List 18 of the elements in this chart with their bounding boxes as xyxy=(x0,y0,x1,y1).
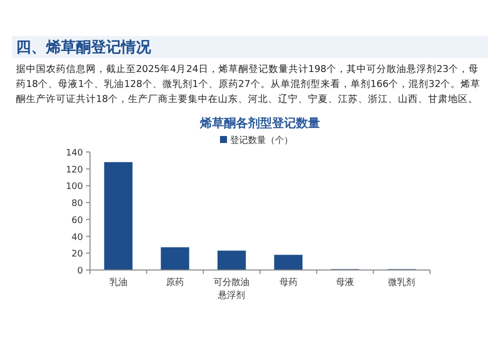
y-tick-label: 60 xyxy=(72,216,84,226)
y-tick-label: 20 xyxy=(72,250,84,260)
annotation: 据中国农药信息网，截止至2025年4月24日，烯草酮登记数量共计198个，其中可分散油悬浮剂23个，母药18个、母液1个、乳油128个、微乳剂1个、原药27个。从单混剂型来看，单剂166个，混剂32个。烯草酮生产许可证共计18个，生产厂商主要集中在山东、河北、辽宁、宁夏、江苏、浙江、山西、甘肃地区。 xyxy=(16,63,482,107)
x-tick-label: 母药 xyxy=(279,277,298,288)
x-tick-label: 原药 xyxy=(166,277,184,288)
legend-label: 登记数量（个） xyxy=(230,135,293,146)
x-tick-label: 乳油 xyxy=(109,277,128,288)
subtitle: 四、烯草酮登记情况 xyxy=(12,36,488,58)
y-tick-label: 80 xyxy=(72,199,84,210)
x-tick-label: 微乳剂 xyxy=(388,277,416,288)
x-tick-label: 母液 xyxy=(336,277,354,288)
title: 烯草酮各剂型登记数量 xyxy=(200,116,320,130)
y-tick-label: 40 xyxy=(72,232,84,243)
y-tick-label: 140 xyxy=(66,148,84,158)
y-tick-label: 100 xyxy=(66,182,84,192)
x-tick-label: 可分散油悬浮剂 xyxy=(214,277,250,301)
y-tick-label: 0 xyxy=(77,266,84,276)
y-tick-label: 120 xyxy=(66,165,84,176)
